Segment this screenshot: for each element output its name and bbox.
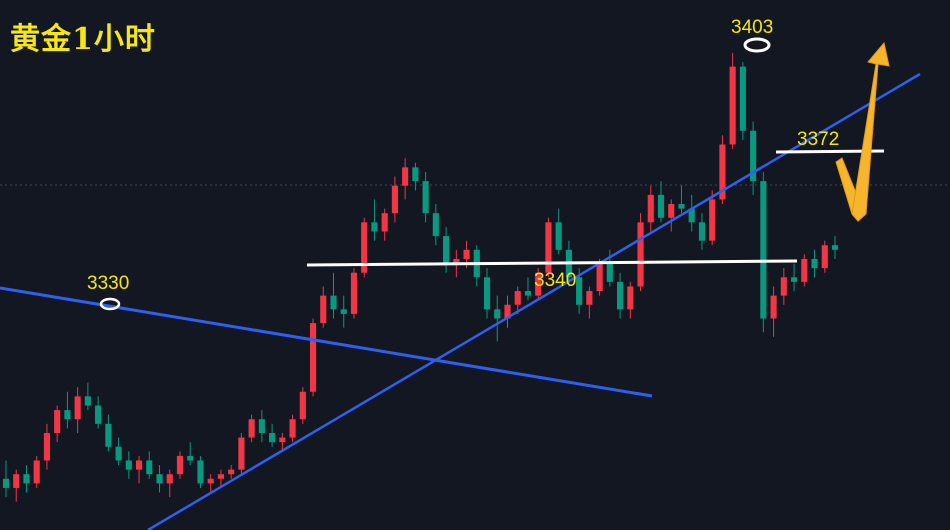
candle-body — [23, 474, 30, 484]
candle-body — [146, 460, 153, 475]
candle-body — [125, 460, 132, 470]
candle-body — [228, 469, 235, 475]
candle-body — [586, 291, 593, 305]
candle-body — [74, 396, 81, 420]
candle-body — [453, 258, 460, 264]
candle-body — [627, 286, 634, 310]
label-3330: 3330 — [87, 273, 129, 294]
candle-body — [350, 272, 358, 314]
peak-top-marker — [743, 37, 771, 53]
candle-body — [217, 474, 224, 479]
candle-body — [412, 167, 419, 182]
candle-body — [197, 460, 204, 484]
candle-body — [2, 478, 10, 488]
candle-body — [524, 291, 532, 296]
candle-body — [115, 446, 122, 461]
candle-body — [289, 419, 296, 438]
candle-body — [678, 204, 685, 209]
forecast-arrow-up-leg — [851, 41, 890, 222]
candle-body — [238, 437, 245, 470]
candle-body — [576, 277, 583, 305]
label-3403: 3403 — [731, 17, 773, 38]
candle-body — [647, 194, 654, 223]
candle-body — [54, 410, 61, 433]
candle-body — [821, 245, 828, 269]
candle-body — [739, 66, 746, 131]
candle-body — [719, 144, 726, 200]
candle-body — [176, 455, 184, 475]
candle-body — [156, 474, 163, 484]
candle-body — [831, 245, 839, 250]
candle-body — [811, 258, 818, 269]
candle-body — [84, 396, 91, 406]
candle-body — [709, 199, 716, 241]
candle-body — [105, 423, 112, 447]
candle-body — [330, 295, 337, 310]
candle-body — [279, 437, 286, 443]
candle-body — [606, 263, 613, 282]
candle-body — [483, 277, 491, 310]
candle-body — [309, 323, 317, 392]
candle-body — [688, 208, 695, 223]
candle-body — [402, 167, 409, 186]
candle-body — [422, 181, 429, 214]
candle-body — [698, 222, 706, 241]
candle-body — [432, 213, 439, 237]
label-3340: 3340 — [534, 270, 576, 291]
label-3372: 3372 — [797, 129, 839, 150]
support-line — [306, 259, 798, 267]
candle-body — [135, 460, 143, 470]
candle-body — [187, 455, 194, 461]
candle-body — [555, 222, 562, 250]
candle-body — [443, 236, 450, 264]
candle-body — [514, 291, 521, 305]
candle-body — [64, 410, 71, 420]
candle-body — [361, 222, 368, 273]
candle-body — [248, 419, 255, 438]
candle-body — [750, 130, 757, 182]
descending-trendline — [0, 286, 653, 398]
ascending-trendline — [147, 72, 921, 530]
candle-body — [801, 258, 808, 282]
candle-body — [535, 272, 542, 296]
candle-body — [545, 222, 552, 273]
candle-body — [657, 194, 665, 218]
candle-body — [320, 295, 327, 324]
candle-body — [269, 432, 276, 443]
candle-body — [668, 204, 675, 218]
candle-body — [95, 405, 102, 424]
candle-body — [207, 478, 214, 484]
candle-body — [299, 391, 306, 420]
candle-body — [780, 277, 787, 296]
forecast-arrow — [835, 41, 890, 223]
candle-body — [617, 281, 624, 310]
candle-body — [13, 474, 20, 488]
candle-body — [381, 213, 388, 232]
candle-body — [371, 222, 378, 232]
candle-body — [166, 474, 173, 484]
candle-body — [391, 185, 398, 214]
candle-body — [770, 295, 777, 319]
candle-body — [494, 309, 501, 319]
candle-body — [43, 432, 51, 461]
candle-body — [504, 304, 511, 319]
candle-body — [33, 460, 40, 484]
candle-body — [463, 249, 470, 259]
candle-body — [729, 66, 736, 145]
candle-body — [760, 181, 767, 319]
peak-left-marker — [99, 297, 121, 311]
candle-body — [637, 222, 644, 287]
chart-title: 黄金1小时 — [10, 22, 156, 57]
candle-body — [340, 309, 347, 314]
candle-body — [790, 277, 798, 282]
candle-body — [258, 419, 265, 433]
candle-body — [596, 263, 603, 292]
candles-group — [2, 52, 839, 502]
